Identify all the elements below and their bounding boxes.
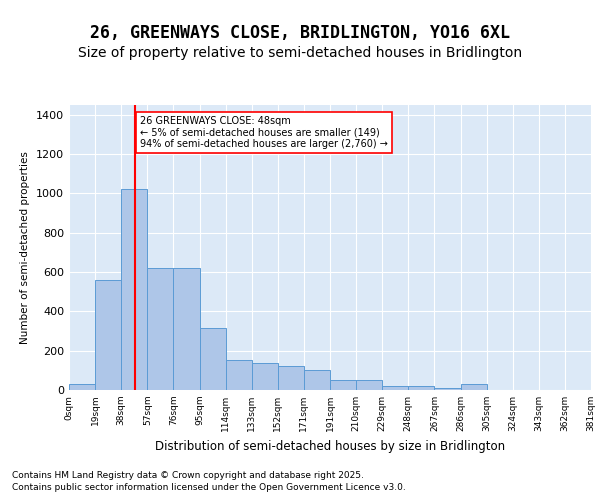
Bar — [226, 360, 252, 390]
Text: Contains HM Land Registry data © Crown copyright and database right 2025.: Contains HM Land Registry data © Crown c… — [12, 472, 364, 480]
Bar — [95, 280, 121, 390]
Text: Size of property relative to semi-detached houses in Bridlington: Size of property relative to semi-detach… — [78, 46, 522, 60]
Bar — [330, 380, 356, 390]
Bar — [409, 386, 434, 390]
Bar — [199, 328, 226, 390]
Bar — [278, 366, 304, 390]
Bar — [434, 388, 461, 390]
Text: Contains public sector information licensed under the Open Government Licence v3: Contains public sector information licen… — [12, 483, 406, 492]
X-axis label: Distribution of semi-detached houses by size in Bridlington: Distribution of semi-detached houses by … — [155, 440, 505, 452]
Text: 26, GREENWAYS CLOSE, BRIDLINGTON, YO16 6XL: 26, GREENWAYS CLOSE, BRIDLINGTON, YO16 6… — [90, 24, 510, 42]
Bar — [382, 386, 409, 390]
Y-axis label: Number of semi-detached properties: Number of semi-detached properties — [20, 151, 31, 344]
Bar — [69, 384, 95, 390]
Bar — [304, 370, 330, 390]
Bar — [121, 188, 148, 390]
Bar — [252, 364, 278, 390]
Bar — [148, 268, 173, 390]
Bar — [173, 268, 199, 390]
Bar — [356, 380, 382, 390]
Bar — [461, 384, 487, 390]
Text: 26 GREENWAYS CLOSE: 48sqm
← 5% of semi-detached houses are smaller (149)
94% of : 26 GREENWAYS CLOSE: 48sqm ← 5% of semi-d… — [140, 116, 388, 149]
